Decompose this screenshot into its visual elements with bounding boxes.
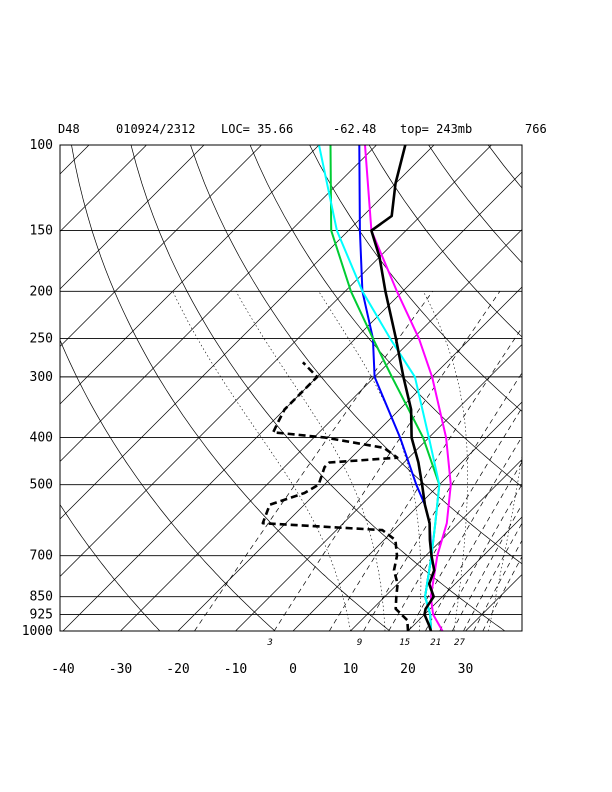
moist-adiabat-line — [172, 291, 351, 631]
mixing-ratio-line — [451, 503, 522, 631]
isotherm-line — [120, 229, 522, 631]
pressure-tick-label: 850 — [30, 590, 53, 605]
isotherm-line — [60, 145, 435, 520]
isotherm-line — [177, 286, 522, 631]
dewpoint-profile-line — [261, 361, 410, 631]
pressure-tick-label: 1000 — [22, 624, 53, 639]
pressure-tick-label: 150 — [30, 224, 53, 239]
pressure-lines — [60, 144, 522, 632]
header-lon: -62.48 — [333, 122, 376, 136]
isotherm-line — [60, 145, 492, 577]
isotherm-line — [60, 145, 320, 405]
dry-adiabat-line — [130, 145, 506, 631]
header-top: top= 243mb — [400, 122, 472, 136]
moist-adiabat-line — [423, 291, 468, 631]
isotherm-line — [465, 574, 522, 631]
temperature-tick-label: -10 — [224, 662, 247, 677]
isotherm-line — [60, 145, 377, 462]
dry-adiabat-line — [548, 145, 612, 631]
mixing-ratio-line — [473, 539, 522, 631]
isotherm-line — [60, 145, 262, 347]
isotherm-line — [60, 145, 205, 290]
temperature-tick-label: -20 — [166, 662, 189, 677]
mixing-ratio-line — [482, 555, 522, 631]
plot-frame — [59, 144, 523, 632]
pressure-tick-label: 250 — [30, 331, 53, 346]
isotherm-line — [407, 516, 522, 631]
dry-adiabat-line — [71, 145, 391, 631]
temperature-tick-label: -40 — [51, 662, 74, 677]
dry-adiabat-line — [487, 145, 522, 189]
isotherm-line — [60, 145, 147, 232]
mixing-ratio-label: 21 — [430, 638, 441, 648]
mixing-ratio-line — [273, 291, 501, 631]
pressure-tick-label: 700 — [30, 549, 53, 564]
header-code: 766 — [525, 122, 547, 136]
parcel-cyan-profile-line — [318, 145, 441, 631]
profiles — [261, 145, 452, 631]
mixing-ratio-label: 3 — [266, 638, 272, 648]
temperature-tick-label: 10 — [343, 662, 359, 677]
moist-adiabat-line — [235, 291, 386, 631]
mixing-ratio-line — [425, 461, 522, 631]
dry-adiabat-line — [428, 145, 522, 264]
mixing-ratio-label: 27 — [454, 638, 465, 648]
header: D48 010924/2312 LOC= 35.66 -62.48 top= 2… — [58, 122, 547, 136]
temperature-tick-label: 0 — [289, 662, 297, 677]
mixing-ratio-label: 15 — [399, 638, 410, 648]
pressure-tick-label: 500 — [30, 478, 53, 493]
isotherm-line — [292, 401, 522, 631]
temperature-tick-label: 20 — [400, 662, 416, 677]
mixing-ratio-line — [194, 291, 433, 631]
mixing-ratio-label: 9 — [357, 638, 362, 648]
pressure-tick-label: 400 — [30, 431, 53, 446]
header-model: D48 — [58, 122, 80, 136]
pressure-tick-label: 925 — [30, 608, 53, 623]
mixing-ratio-line — [329, 327, 522, 631]
temperature-axis-labels: -40 -30 -20 -10 0 10 20 30 — [51, 662, 473, 677]
isotherm-line — [581, 145, 612, 631]
mixing-ratio-line — [463, 522, 522, 631]
isotherm-line — [523, 145, 612, 631]
temperature-profile-line — [370, 145, 436, 631]
moist-adiabat-line — [488, 453, 522, 631]
parcel-magenta-profile-line — [364, 145, 452, 631]
dry-adiabat-line — [309, 145, 522, 412]
pressure-tick-label: 300 — [30, 370, 53, 385]
dry-adiabat-line — [190, 145, 522, 565]
mixing-ratio-line — [408, 436, 522, 631]
temperature-tick-label: 30 — [458, 662, 474, 677]
pressure-tick-label: 200 — [30, 284, 53, 299]
header-loc: LOC= 35.66 — [221, 122, 293, 136]
temperature-tick-label: -30 — [109, 662, 132, 677]
header-datetime: 010924/2312 — [116, 122, 195, 136]
pressure-tick-label: 100 — [30, 138, 53, 153]
dry-adiabat-line — [607, 145, 612, 631]
mixing-ratio-line — [439, 483, 522, 631]
mixing-ratio-labels: 3 9 15 21 27 — [266, 638, 465, 648]
mixing-ratio-line — [363, 372, 522, 631]
isotherm-line — [235, 344, 522, 631]
